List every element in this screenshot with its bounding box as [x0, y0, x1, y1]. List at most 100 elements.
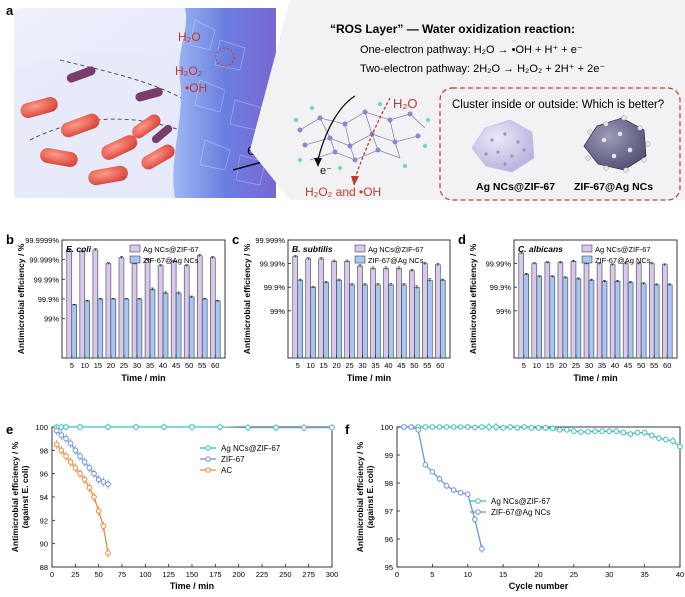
bar-zif-67-at-ag-ncs [640, 283, 647, 359]
data-point [486, 424, 492, 430]
bar-zif-67-at-ag-ncs [388, 284, 394, 359]
x-tick-label: 55 [198, 361, 206, 370]
bar-zif-67-at-ag-ncs [201, 298, 208, 359]
data-point [641, 429, 648, 436]
x-tick-label: 40 [611, 361, 619, 370]
mechanism-lattice [293, 101, 431, 171]
legend-label: ZIF-67@Ag NCs [595, 256, 651, 265]
mechanism-h2o-label: H₂O [393, 96, 418, 111]
panel-label-c: c [232, 232, 239, 247]
x-tick-label: 60 [663, 361, 671, 370]
organism-label: C. albicans [518, 244, 563, 254]
bar-ag-ncs-at-zif-67 [318, 258, 324, 359]
y-axis-label-secondary: (against E. coli) [365, 465, 375, 528]
cluster-inside-illustration [471, 119, 535, 173]
bar-zif-67-at-ag-ncs [627, 282, 634, 359]
y-tick-label: 99.999% [29, 256, 59, 265]
data-point [549, 425, 556, 432]
data-point [457, 490, 464, 496]
data-point [63, 453, 69, 459]
data-point [63, 435, 69, 442]
bar-ag-ncs-at-zif-67 [422, 263, 428, 359]
legend-marker [475, 509, 481, 515]
data-point [464, 491, 471, 498]
data-point [464, 424, 471, 430]
data-point [95, 476, 102, 483]
bar-zif-67-at-ag-ncs [653, 284, 660, 359]
legend-label: Ag NCs@ZIF-67 [143, 245, 199, 254]
bar-zif-67-at-ag-ncs [110, 298, 117, 359]
data-point [86, 465, 93, 471]
data-point [105, 424, 111, 430]
legend-label: Ag NCs@ZIF-67 [491, 497, 551, 506]
x-tick-label: 25 [120, 361, 128, 370]
x-tick-label: 300 [326, 570, 339, 579]
bar-zif-67-at-ag-ncs [614, 281, 621, 359]
bar-ag-ncs-at-zif-67 [518, 252, 525, 359]
x-tick-label: 30 [605, 570, 613, 579]
data-point [450, 487, 457, 493]
data-point [521, 424, 528, 430]
data-point [105, 481, 111, 487]
x-tick-label: 20 [332, 361, 340, 370]
data-point [500, 425, 506, 431]
series-line-ag-ncs-zif-67 [404, 426, 681, 448]
bar-ag-ncs-at-zif-67 [357, 265, 363, 359]
scene-oh-label: •OH [185, 81, 207, 95]
data-point [655, 435, 662, 442]
legend-label: ZIF-67@Ag NCs [143, 256, 199, 265]
scene-electron-arrow [232, 161, 263, 171]
x-tick-label: 45 [172, 361, 180, 370]
legend-label: Ag NCs@ZIF-67 [221, 444, 281, 453]
x-tick-label: 25 [572, 361, 580, 370]
bar-ag-ncs-at-zif-67 [531, 263, 538, 359]
bar-zif-67-at-ag-ncs [84, 300, 91, 359]
bar-zif-67-at-ag-ncs [549, 276, 556, 359]
bar-zif-67-at-ag-ncs [97, 298, 104, 359]
legend-label: ZIF-67 [221, 455, 245, 464]
data-point [663, 436, 669, 443]
data-point [217, 424, 223, 430]
bar-zif-67-at-ag-ncs [123, 298, 130, 359]
x-tick-label: 55 [650, 361, 658, 370]
data-point [606, 428, 613, 435]
data-point [535, 425, 542, 431]
data-point [81, 476, 88, 483]
legend-label: AC [221, 466, 232, 475]
y-tick-label: 99% [44, 315, 59, 324]
data-point [53, 441, 60, 448]
data-point [81, 459, 88, 465]
data-point [472, 516, 478, 523]
x-tick-label: 5 [296, 361, 300, 370]
x-tick-label: 5 [430, 570, 434, 579]
data-point [613, 428, 620, 435]
data-point [670, 438, 676, 444]
data-point [599, 428, 605, 435]
x-axis-label: Time / min [347, 373, 391, 383]
panel-a-text-bg [250, 0, 685, 200]
data-point [677, 443, 683, 450]
bar-zif-67-at-ag-ncs [297, 279, 303, 359]
x-tick-label: 15 [319, 361, 327, 370]
data-point [585, 428, 591, 435]
bar-ag-ncs-at-zif-67 [92, 249, 99, 359]
x-tick-label: 20 [559, 361, 567, 370]
data-point [91, 470, 97, 477]
bar-ag-ncs-at-zif-67 [331, 260, 337, 359]
bar-ag-ncs-at-zif-67 [609, 264, 616, 359]
bar-ag-ncs-at-zif-67 [635, 263, 642, 359]
data-point [100, 479, 107, 485]
x-tick-label: 175 [209, 570, 222, 579]
y-tick-label: 95 [385, 563, 393, 572]
data-point [67, 459, 74, 465]
x-tick-label: 5 [70, 361, 74, 370]
bar-zif-67-at-ag-ncs [562, 277, 569, 359]
bar-zif-67-at-ag-ncs [588, 279, 595, 359]
x-tick-label: 50 [637, 361, 645, 370]
x-tick-label: 60 [211, 361, 219, 370]
y-tick-label: 99.9% [264, 283, 286, 292]
bar-zif-67-at-ag-ncs [71, 304, 77, 359]
bar-zif-67-at-ag-ncs [336, 279, 342, 359]
x-tick-label: 100 [139, 570, 152, 579]
